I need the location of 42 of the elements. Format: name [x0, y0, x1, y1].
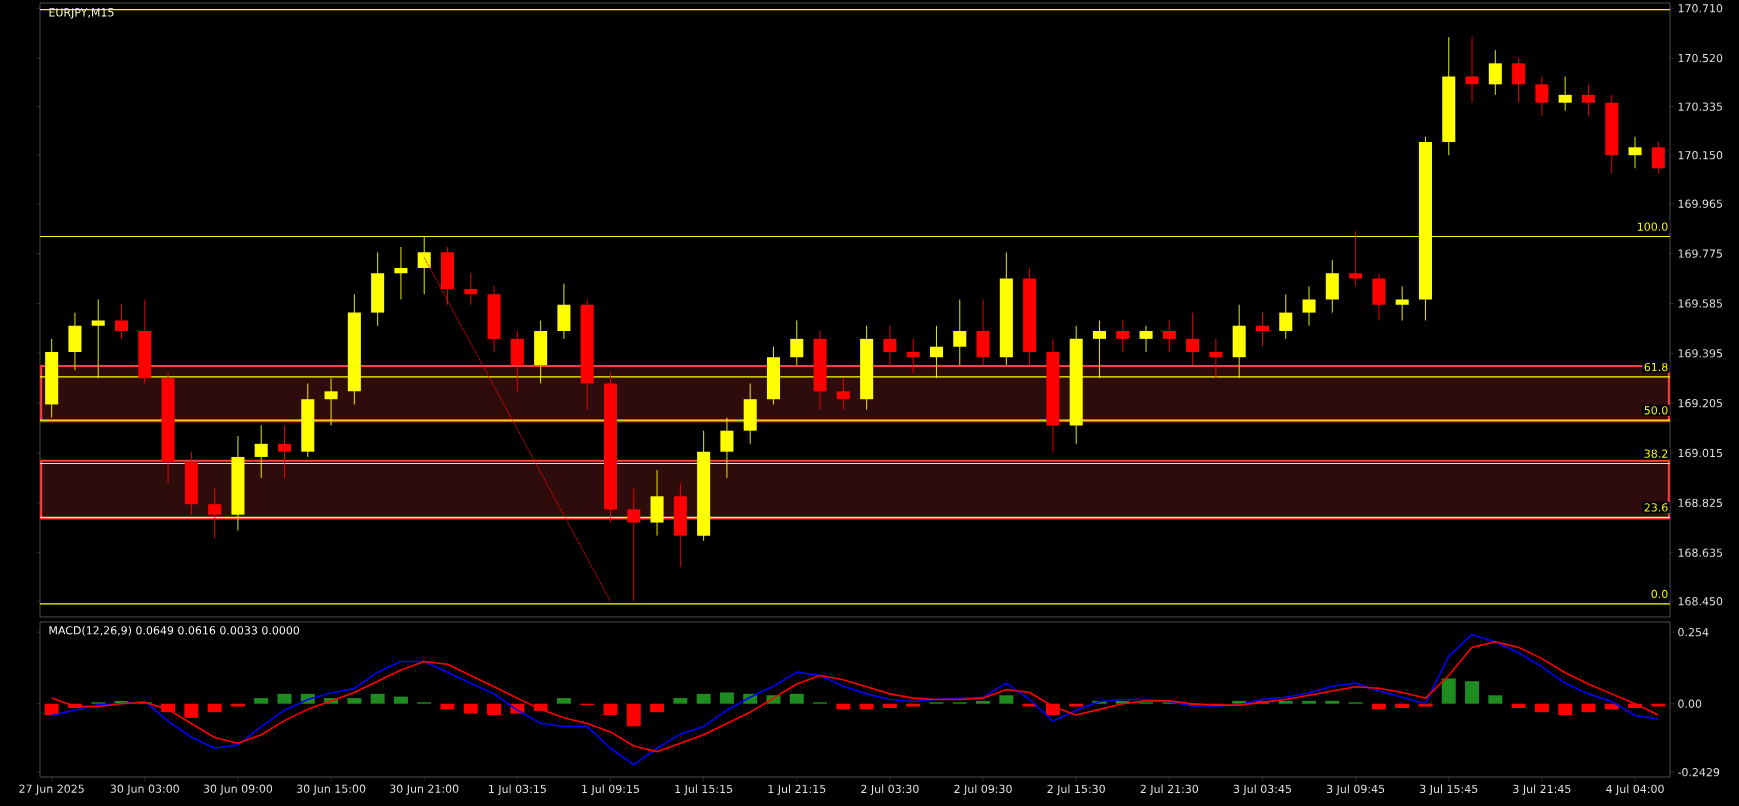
x-tick-label: 2 Jul 03:30 [861, 784, 919, 796]
annotation: 61.8 [1644, 362, 1668, 372]
x-tick-label: 1 Jul 03:15 [489, 784, 546, 796]
x-tick-label: 3 Jul 03:45 [1233, 784, 1291, 796]
annotation: 100.0 [1637, 222, 1668, 231]
y-tick-label: 169.585 [1678, 299, 1723, 308]
y-tick-label: 170.710 [1678, 4, 1723, 13]
annotation: 0.0 [1651, 589, 1668, 599]
x-tick-label: 1 Jul 09:15 [582, 784, 639, 796]
x-tick-label: 3 Jul 09:45 [1326, 784, 1385, 796]
y-tick-label: 169.205 [1678, 398, 1723, 408]
x-tick-label: 2 Jul 21:30 [1140, 784, 1199, 796]
x-tick-label: 3 Jul 15:45 [1420, 784, 1478, 796]
annotation: 23.6 [1644, 503, 1668, 512]
y-tick-label: 0.00 [1678, 699, 1702, 708]
y-tick-label: 168.450 [1678, 597, 1723, 606]
y-tick-label: 0.254 [1678, 627, 1709, 637]
y-tick-label: -0.2429 [1678, 768, 1720, 777]
y-tick-label: 169.395 [1678, 349, 1723, 358]
x-tick-label: 30 Jun 15:00 [296, 784, 366, 795]
annotation: 38.2 [1644, 449, 1668, 458]
y-tick-label: 169.965 [1678, 199, 1723, 208]
y-tick-label: 170.150 [1678, 151, 1723, 160]
y-tick-label: 168.825 [1678, 498, 1723, 508]
x-tick-label: 27 Jun 2025 [19, 784, 84, 795]
y-tick-label: 169.775 [1678, 249, 1723, 258]
x-tick-label: 30 Jun 03:00 [110, 784, 179, 795]
x-tick-label: 1 Jul 15:15 [675, 784, 733, 796]
annotation: 50.0 [1644, 406, 1668, 415]
x-tick-label: 3 Jul 21:45 [1513, 784, 1571, 796]
x-tick-label: 1 Jul 21:15 [768, 784, 826, 796]
x-tick-label: 2 Jul 15:30 [1047, 784, 1105, 796]
chart-title: MACD(12,26,9) 0.0649 0.0616 0.0033 0.0000 [49, 626, 300, 636]
chart-title: EURJPY,M15 [49, 8, 114, 19]
y-tick-label: 170.335 [1678, 102, 1723, 111]
x-tick-label: 2 Jul 09:30 [954, 784, 1012, 796]
x-tick-label: 30 Jun 09:00 [203, 784, 273, 795]
y-tick-label: 170.520 [1678, 53, 1723, 63]
y-tick-label: 169.015 [1678, 448, 1723, 458]
x-tick-label: 4 Jul 04:00 [1606, 784, 1664, 796]
y-tick-label: 168.635 [1678, 548, 1723, 557]
x-tick-label: 30 Jun 21:00 [390, 784, 459, 795]
